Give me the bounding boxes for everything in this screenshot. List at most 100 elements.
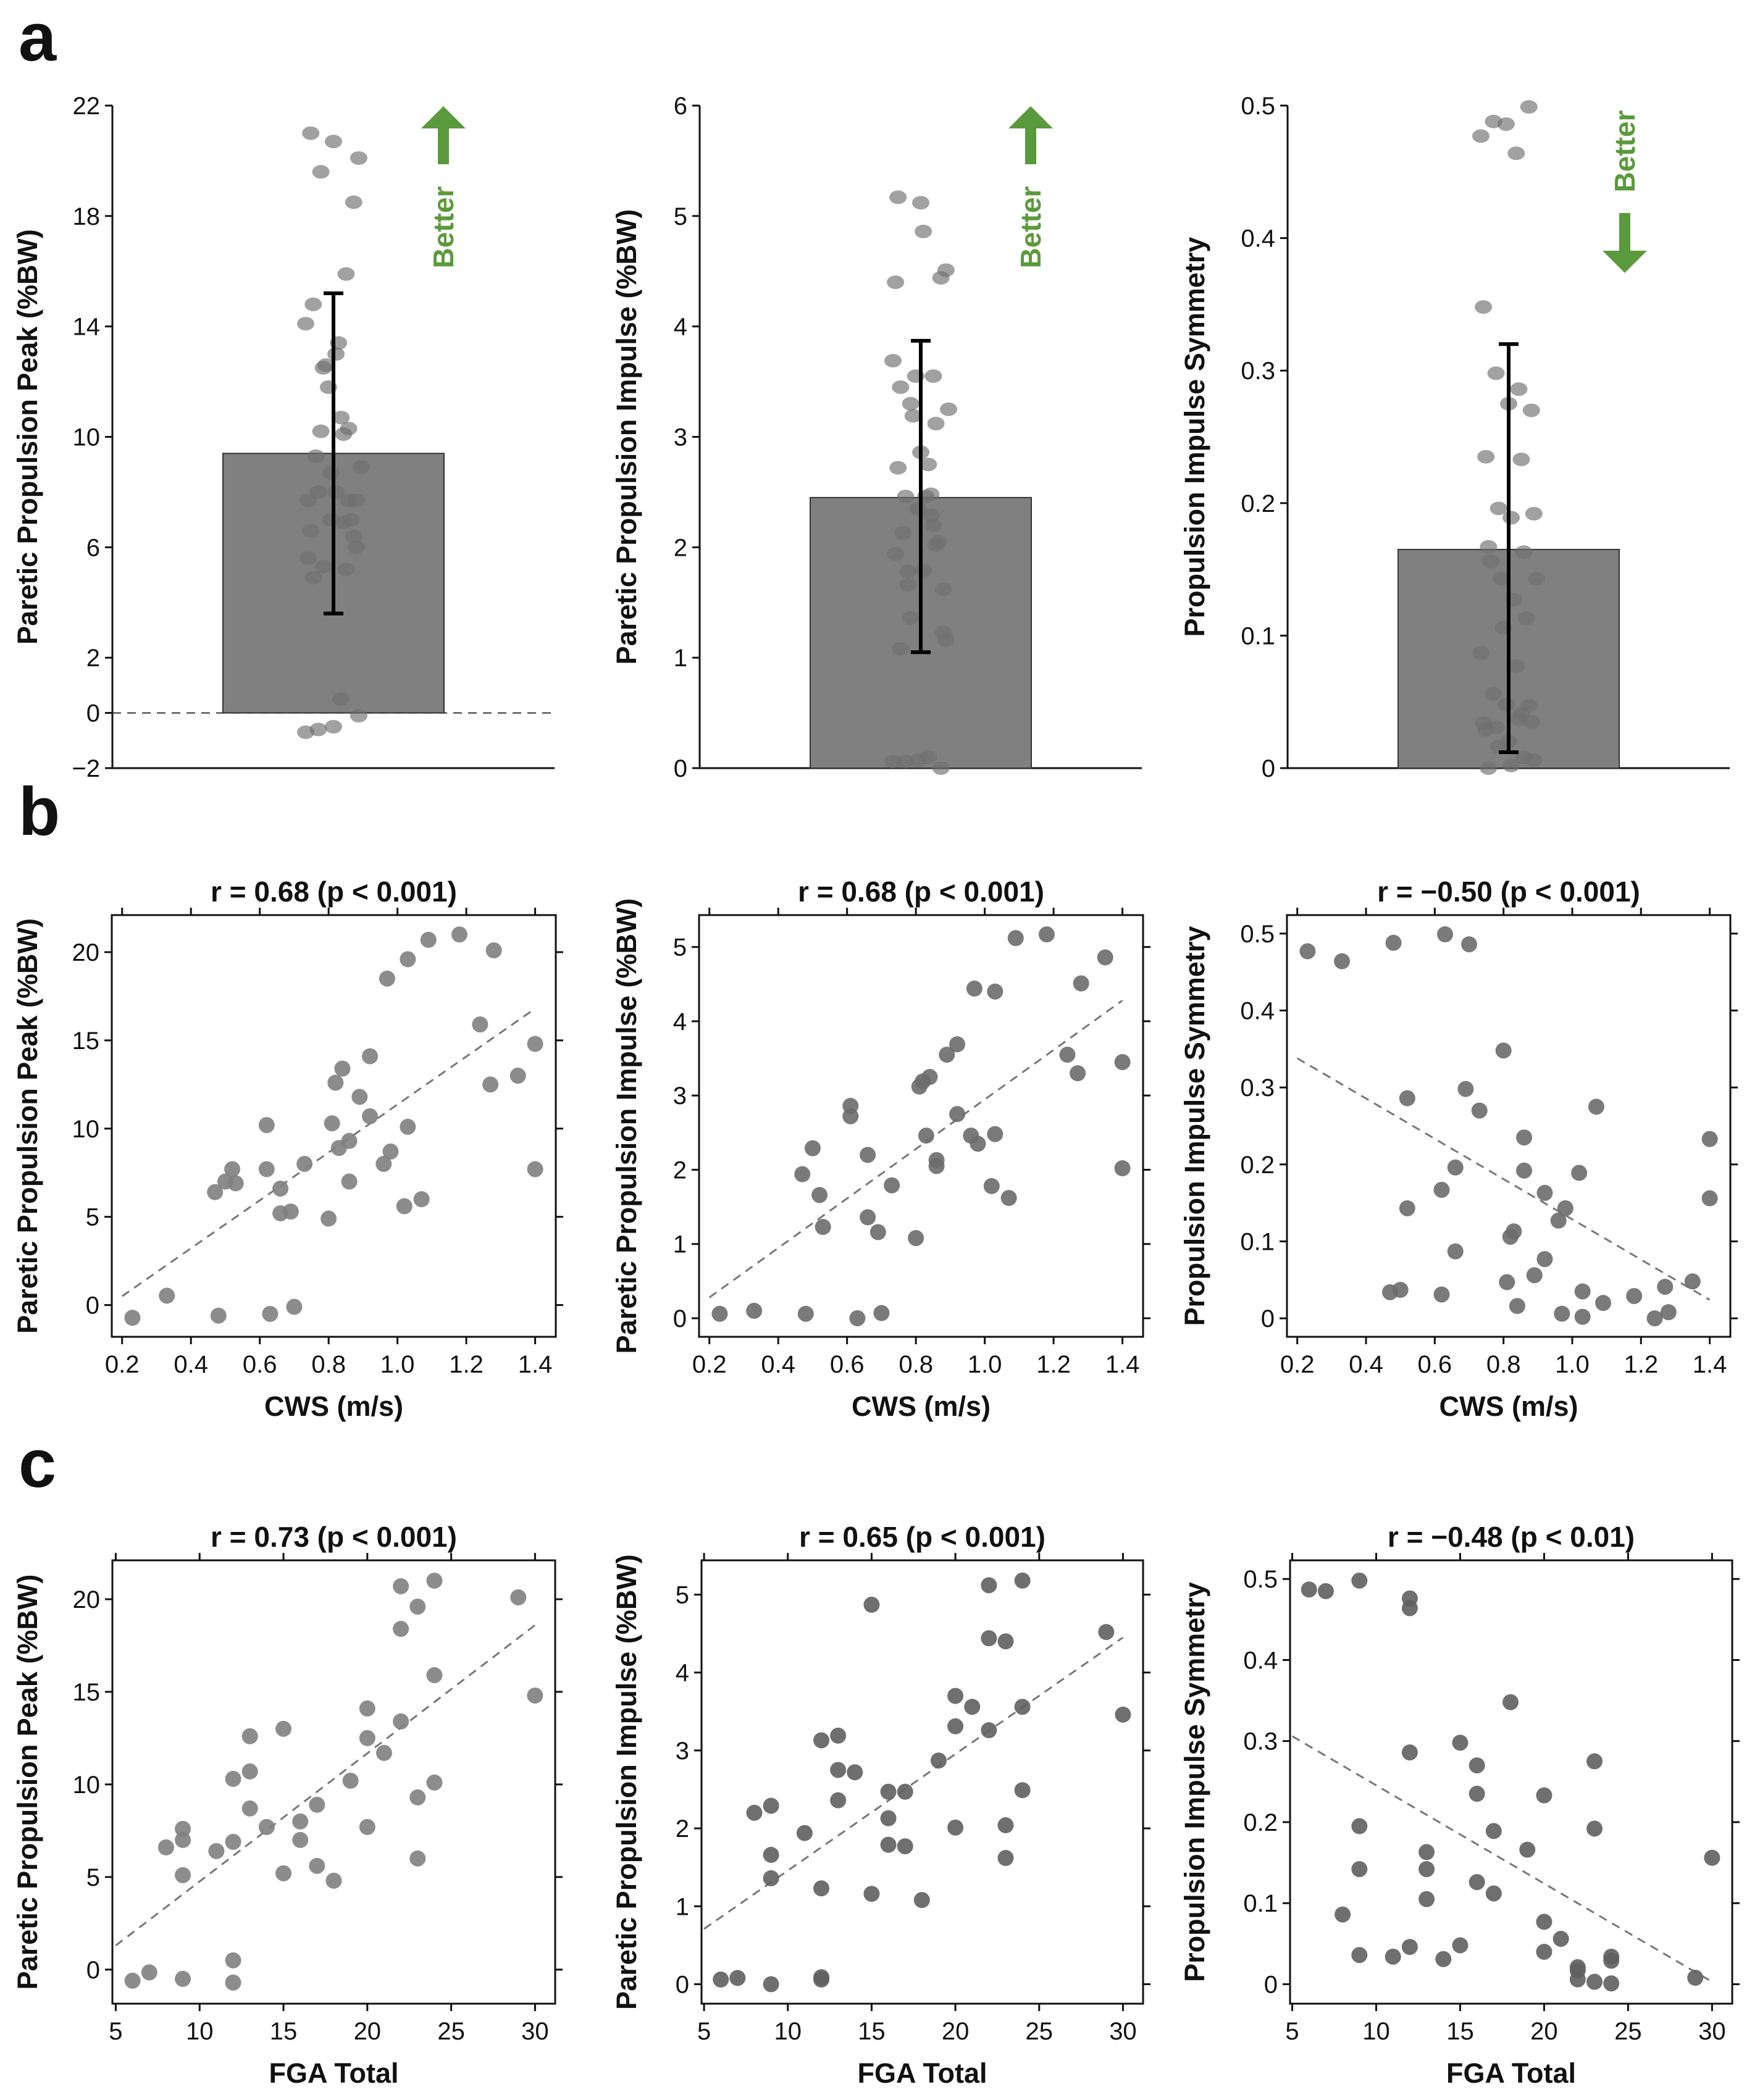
data-point [763,1976,779,1993]
data-point [894,526,912,540]
data-point [804,1140,821,1157]
data-point [482,1076,499,1093]
x-tick-label: 0.4 [174,1351,208,1378]
data-point [880,1810,897,1826]
data-point [813,1732,830,1749]
data-point [1073,975,1089,992]
data-point [908,1230,924,1247]
data-point [292,1813,309,1830]
data-point [1586,1973,1603,1990]
data-point [175,1970,191,1987]
data-point [889,190,907,204]
data-point [325,1872,342,1889]
data-point [1487,366,1505,380]
data-point [863,1886,880,1902]
data-point [924,518,942,532]
y-axis-label: Paretic Propulsion Peak (%BW) [12,1575,43,1990]
data-point [1525,506,1543,521]
x-tick-label: 10 [1362,2018,1390,2045]
y-tick-label: 0 [676,1971,689,1998]
data-point [342,512,360,527]
data-point [472,1016,488,1033]
data-point [1447,1159,1464,1176]
y-tick-label: 5 [86,1864,100,1891]
y-tick-label: 0 [86,1957,100,1984]
data-point [382,1143,399,1160]
data-point [934,582,952,596]
data-point [1603,1952,1620,1969]
data-point [887,547,905,561]
y-tick-label: 4 [674,314,687,341]
x-tick-label: 5 [1285,2018,1299,2045]
data-point [897,490,915,504]
data-point [510,1589,527,1605]
data-point [830,1727,847,1744]
panel-letter-a: a [19,0,57,75]
data-point [763,1870,779,1886]
plot-frame [111,1559,556,2005]
data-point [225,1770,241,1787]
data-point [258,1161,275,1178]
x-tick-label: 20 [354,2018,382,2045]
data-point [813,1971,830,1988]
data-point [932,761,950,775]
regression-line [121,1008,536,1297]
data-point [1574,1283,1591,1300]
data-point [915,563,932,577]
data-point [1301,1581,1317,1598]
data-point [912,196,929,210]
data-point [920,458,937,472]
data-point [1457,1081,1474,1097]
y-tick-label: 4 [676,1660,689,1687]
y-tick-label: 0 [1264,1971,1278,1998]
data-point [1536,1787,1553,1804]
y-tick-label: 0.1 [1240,1228,1275,1255]
y-tick-label: 2 [674,534,687,561]
data-point [396,1198,413,1215]
data-point [1586,1820,1603,1837]
data-point [393,1578,409,1594]
data-point [1657,1278,1674,1295]
data-point [1520,100,1538,114]
y-tick-label: 0.4 [1241,225,1275,253]
data-point [899,564,917,579]
data-point [924,369,942,383]
correlation-title: r = 0.68 (p < 0.001) [798,876,1044,908]
data-point [892,642,910,656]
data-point [1485,1885,1502,1902]
data-point [928,1158,945,1174]
data-point [902,611,920,625]
data-point [880,1836,897,1853]
data-point [1502,758,1520,772]
x-tick-label: 0.4 [761,1351,795,1378]
data-point [325,135,342,149]
data-point [304,571,322,585]
data-point [314,361,332,375]
data-point [1418,1891,1435,1907]
plot-frame [1289,1559,1733,2005]
data-point [794,1166,811,1182]
regression-line [708,1000,1123,1299]
x-tick-label: 0.8 [899,1351,933,1378]
data-point [1472,129,1490,143]
data-point [157,1839,174,1855]
data-point [884,354,902,368]
data-point [1512,707,1530,721]
data-point [359,1818,375,1835]
x-tick-label: 0.6 [243,1351,277,1378]
data-point [527,1687,543,1704]
data-point [981,1577,997,1594]
data-point [1418,1844,1435,1860]
data-point [340,493,358,508]
data-point [1480,761,1498,775]
data-point [1351,1861,1368,1878]
data-point [400,951,416,968]
data-point [1469,1874,1485,1891]
panel-letter-c: c [19,1426,56,1502]
data-point [1000,1190,1017,1207]
data-point [1536,1943,1553,1960]
data-point [873,1305,890,1321]
data-point [918,1127,934,1144]
data-point [1603,1975,1620,1992]
y-tick-label: 3 [673,1082,687,1110]
